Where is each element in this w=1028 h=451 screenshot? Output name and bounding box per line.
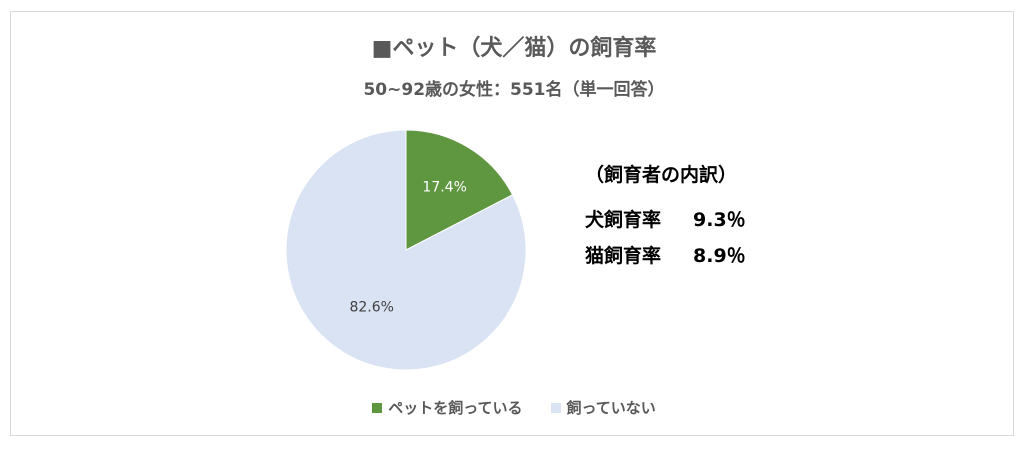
chart-subtitle: 50~92歳の女性：551名（単一回答） (363, 80, 665, 100)
breakdown-row-dog: 犬飼育率 9.3％ (585, 200, 746, 236)
legend-swatch (550, 402, 561, 413)
pie-slice (285, 129, 527, 371)
breakdown-value: 8.9％ (693, 244, 746, 267)
pie-chart: 17.4% 82.6% (285, 129, 527, 371)
legend-swatch (372, 402, 383, 413)
breakdown-label: 犬飼育率 (585, 208, 662, 231)
pie-data-label: 82.6% (349, 299, 393, 315)
pie-data-label: 17.4% (422, 179, 466, 195)
breakdown-label: 猫飼育率 (585, 244, 662, 267)
chart-title: ■ペット（犬／猫）の飼育率 (371, 36, 657, 61)
pie-slice (405, 129, 514, 251)
breakdown-box: （飼育者の内訳） 犬飼育率 9.3％ 猫飼育率 8.9％ (585, 160, 746, 272)
chart-legend: ペットを飼っている 飼っていない (0, 397, 1028, 418)
breakdown-row-cat: 猫飼育率 8.9％ (585, 236, 746, 272)
breakdown-heading: （飼育者の内訳） (585, 164, 738, 186)
legend-item-owns: ペットを飼っている (372, 397, 523, 418)
legend-item-not-owns: 飼っていない (550, 397, 656, 418)
breakdown-value: 9.3％ (693, 208, 746, 231)
legend-label: 飼っていない (566, 399, 656, 417)
legend-label: ペットを飼っている (388, 399, 523, 417)
